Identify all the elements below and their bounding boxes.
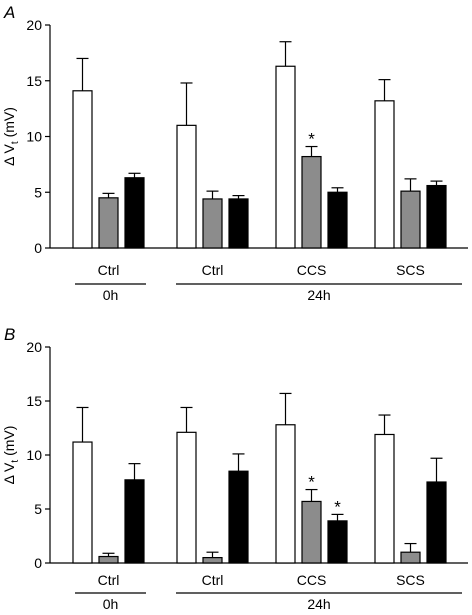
bar-series2-cat2 [202,198,223,249]
group-label: 0h [103,596,119,612]
chart-panel-b: B 0 5 10 15 20 Δ Vt (mV) * * Ctrl Ctrl CCS SCS 0h 24h [1,325,468,612]
chart-panel-a: A 0 5 10 15 20 Δ Vt (mV) * Ctrl Ctrl CCS SCS 0h 24h [1,3,468,303]
significance-asterisk: * [308,473,315,492]
bar-series1-cat2 [176,431,197,564]
category-label: SCS [396,572,425,588]
bar-series3-cat3 [327,520,348,564]
bar-series3-cat4 [426,481,447,564]
bar-series3-cat2 [228,470,249,564]
bar-series1-cat1 [72,90,93,249]
y-tick-label: 0 [34,555,42,571]
significance-asterisk: * [308,130,315,149]
bar-series2-cat4 [400,551,421,564]
category-label: Ctrl [202,572,224,588]
bar-series3-cat2 [228,198,249,249]
y-axis-label-unit: (mV) [1,107,17,141]
category-label: Ctrl [202,262,224,278]
y-tick-label: 0 [34,240,42,256]
category-label: Ctrl [98,572,120,588]
bar-series1-cat3 [275,65,296,249]
significance-asterisk: * [334,497,341,516]
category-label: Ctrl [98,262,120,278]
bar-series1-cat4 [374,100,395,249]
bar-series3-cat1 [124,479,145,564]
bar-series3-cat1 [124,177,145,249]
y-axis-label: Δ Vt (mV) [1,107,21,166]
y-axis-label-subscript: t [10,141,21,144]
bar-series3-cat4 [426,184,447,249]
category-label: CCS [297,572,327,588]
bar-series2-cat2 [202,556,223,564]
panel-label: B [4,325,15,344]
y-tick-label: 10 [26,447,42,463]
bar-series1-cat1 [72,441,93,564]
group-label: 24h [307,596,330,612]
group-label: 0h [103,287,119,303]
category-label: SCS [396,262,425,278]
panel-label: A [3,3,15,22]
y-tick-label: 5 [34,501,42,517]
y-tick-label: 10 [26,129,42,145]
y-axis-label-subscript: t [10,460,21,463]
y-tick-label: 20 [26,339,42,355]
y-axis-label: Δ Vt (mV) [1,426,21,485]
bar-series2-cat1 [98,555,119,564]
bar-series1-cat3 [275,424,296,564]
y-axis-label-main: Δ V [1,462,17,484]
bar-series2-cat1 [98,197,119,249]
bar-series3-cat3 [327,191,348,249]
y-tick-label: 5 [34,184,42,200]
bar-series1-cat2 [176,124,197,249]
y-axis-label-unit: (mV) [1,426,17,460]
bar-series2-cat3 [301,500,322,564]
group-label: 24h [307,287,330,303]
y-tick-label: 20 [26,17,42,33]
y-tick-label: 15 [26,393,42,409]
bar-series2-cat3 [301,155,322,249]
category-label: CCS [297,262,327,278]
y-tick-label: 15 [26,73,42,89]
y-axis-label-main: Δ V [1,143,17,165]
bar-series2-cat4 [400,190,421,249]
bar-series1-cat4 [374,433,395,564]
